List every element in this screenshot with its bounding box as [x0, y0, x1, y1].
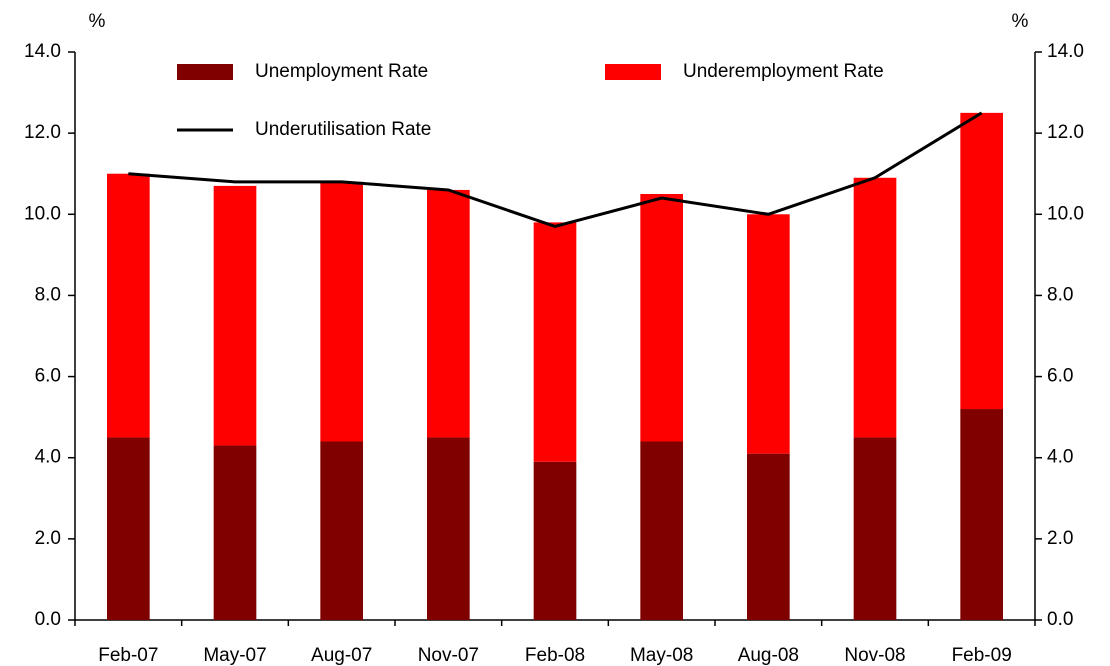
x-tick-label: Feb-09	[952, 645, 1012, 666]
y2-tick-label: 4.0	[1047, 447, 1073, 468]
line	[128, 111, 983, 229]
y-tick-label: 0.0	[35, 609, 61, 630]
x-tick-label: Aug-08	[738, 645, 799, 666]
x-tick-label: May-07	[203, 645, 266, 666]
y2-tick-label: 0.0	[1047, 609, 1073, 630]
legend-label: Underemployment Rate	[683, 61, 884, 82]
bar-segment	[320, 441, 363, 620]
y-tick-label: 2.0	[35, 528, 61, 549]
bar-segment	[320, 181, 363, 442]
bar-segment	[960, 409, 1003, 620]
y2-tick-label: 8.0	[1047, 284, 1073, 305]
y-tick-label: 14.0	[24, 41, 61, 62]
bar-segment	[747, 214, 790, 454]
legend-label: Unemployment Rate	[255, 61, 428, 82]
y-tick-label: 12.0	[24, 122, 61, 143]
bar-segment	[640, 194, 683, 442]
bar-segment	[213, 185, 257, 446]
x-tick-label: Nov-07	[418, 645, 479, 666]
legend-swatch	[605, 64, 661, 80]
x-tick-label: Aug-07	[311, 645, 372, 666]
bar-segment	[533, 461, 577, 620]
bar-segment	[640, 441, 683, 620]
x-tick-label: Feb-07	[98, 645, 158, 666]
y-axis-label: %	[89, 11, 106, 32]
y-tick-label: 10.0	[24, 203, 61, 224]
bar-segment	[960, 112, 1003, 410]
bar-segment	[107, 437, 150, 620]
legend-swatch	[177, 64, 233, 80]
bar-segment	[533, 222, 577, 462]
bar-segment	[853, 437, 897, 620]
bar-segment	[107, 173, 150, 438]
x-tick-label: Nov-08	[844, 645, 905, 666]
y2-tick-label: 14.0	[1047, 41, 1084, 62]
y-tick-label: 4.0	[35, 447, 61, 468]
y2-axis-label: %	[1012, 11, 1029, 32]
y-tick-label: 8.0	[35, 284, 61, 305]
bar-segment	[853, 177, 897, 438]
bar-segment	[427, 437, 470, 620]
bar-segment	[213, 445, 257, 620]
bar-segment	[427, 189, 470, 438]
y-tick-label: 6.0	[35, 366, 61, 387]
bar-segment	[747, 453, 790, 620]
y2-tick-label: 10.0	[1047, 203, 1084, 224]
y2-tick-label: 12.0	[1047, 122, 1084, 143]
y2-tick-label: 6.0	[1047, 366, 1073, 387]
x-tick-label: May-08	[630, 645, 693, 666]
y2-tick-label: 2.0	[1047, 528, 1073, 549]
legend-label: Underutilisation Rate	[255, 119, 431, 140]
x-tick-label: Feb-08	[525, 645, 585, 666]
